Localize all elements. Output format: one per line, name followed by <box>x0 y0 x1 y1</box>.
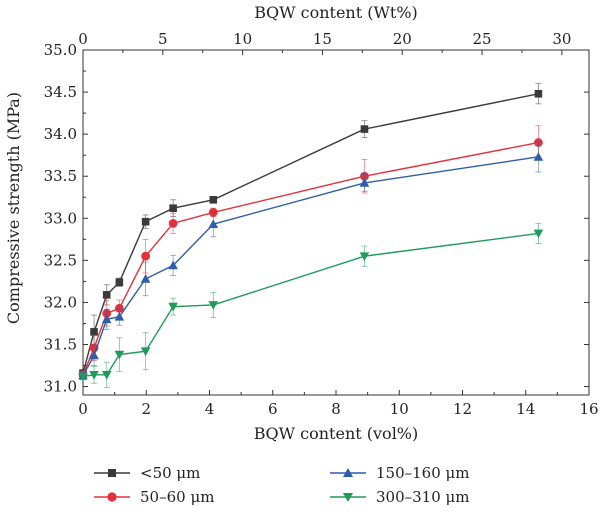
data-point <box>208 219 219 229</box>
data-point <box>140 274 151 283</box>
data-point <box>101 370 112 380</box>
data-point <box>533 152 544 161</box>
data-point <box>359 178 370 187</box>
legend-label: <50 μm <box>140 464 200 482</box>
x2-tick-label: 30 <box>552 30 571 48</box>
y-tick-label: 34.0 <box>44 125 77 143</box>
legend-label: 300–310 μm <box>376 488 470 506</box>
plot-area: 0 2 4 6 8 10 12 14 16 0 5 10 15 20 25 30 31.0 31.5 32.0 32.… <box>44 30 599 418</box>
data-point <box>533 229 544 239</box>
data-point <box>359 252 370 261</box>
y-tick-label: 31.0 <box>44 378 77 396</box>
x-tick-label: 2 <box>141 400 151 418</box>
legend-item: 300–310 μm <box>330 488 470 506</box>
data-point <box>115 278 124 287</box>
legend-swatch-marker <box>343 468 353 477</box>
legend-swatch-marker <box>343 493 353 502</box>
x-tick-label: 4 <box>205 400 215 418</box>
data-point <box>208 301 219 310</box>
legend-item: 50–60 μm <box>94 488 214 506</box>
y-axis-title: Compressive strength (MPa) <box>4 92 23 324</box>
x-tick-label: 0 <box>78 400 88 418</box>
data-point <box>168 302 178 312</box>
x2-tick-label: 10 <box>233 30 252 48</box>
data-point <box>102 291 111 299</box>
x2-tick-label: 5 <box>158 30 168 48</box>
data-point <box>141 251 151 261</box>
data-point <box>90 328 98 336</box>
x-tick-label: 12 <box>453 400 472 418</box>
x-tick-label: 8 <box>331 400 341 418</box>
x-tick-label: 14 <box>516 400 535 418</box>
data-point <box>140 347 151 357</box>
x-tick-label: 6 <box>268 400 278 418</box>
data-point <box>114 350 125 360</box>
y-tick-label: 33.5 <box>44 167 77 185</box>
x-tick-label: 10 <box>390 400 409 418</box>
x2-tick-label: 0 <box>78 30 88 48</box>
legend-item: 150–160 μm <box>330 464 470 482</box>
legend-swatch-marker <box>107 492 117 502</box>
series-3 <box>78 222 544 388</box>
x2-axis-title: BQW content (Wt%) <box>254 3 418 22</box>
y-tick-label: 34.5 <box>44 83 77 101</box>
data-point <box>360 125 369 133</box>
legend-swatch-marker <box>108 469 116 477</box>
x-axis-title: BQW content (vol%) <box>254 424 419 443</box>
data-point <box>89 370 99 380</box>
series-0 <box>79 83 543 377</box>
data-point <box>169 204 177 212</box>
x-tick-label: 16 <box>579 400 598 418</box>
y-tick-label: 31.5 <box>44 336 77 354</box>
data-point <box>141 217 150 226</box>
legend-item: <50 μm <box>94 464 200 482</box>
x2-tick-label: 15 <box>313 30 332 48</box>
data-point <box>114 311 125 321</box>
legend-label: 50–60 μm <box>140 488 214 506</box>
data-point <box>168 260 178 270</box>
legend-label: 150–160 μm <box>376 464 470 482</box>
y-tick-label: 35.0 <box>44 41 77 59</box>
data-point <box>168 218 178 228</box>
data-point <box>78 372 88 382</box>
data-point <box>89 350 99 360</box>
y-tick-label: 32.5 <box>44 251 77 269</box>
data-point <box>534 89 543 98</box>
x2-tick-label: 20 <box>393 30 412 48</box>
x2-tick-label: 25 <box>473 30 492 48</box>
y-tick-label: 33.0 <box>44 209 77 227</box>
y-tick-label: 32.0 <box>44 293 77 311</box>
data-point <box>209 195 218 204</box>
legend: <50 μm 50–60 μm 150–160 μm 300–310 μm <box>94 464 470 506</box>
data-point <box>101 314 112 324</box>
